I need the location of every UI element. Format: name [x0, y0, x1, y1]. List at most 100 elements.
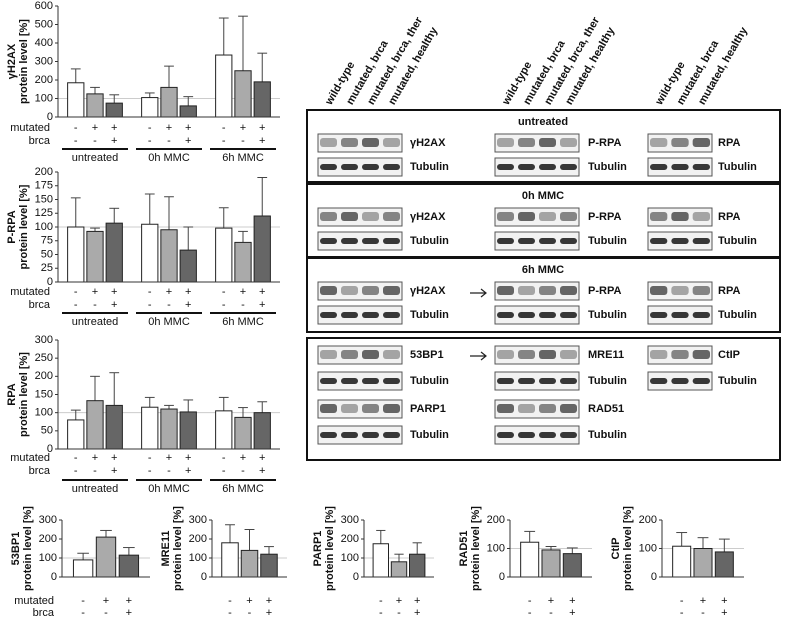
condition-sign: -: [222, 135, 226, 147]
condition-sign: -: [93, 465, 97, 477]
blot-band: [341, 212, 358, 221]
blot-band: [671, 378, 689, 384]
y-tick-label: 0: [499, 571, 505, 583]
blot-band: [497, 350, 514, 359]
condition-sign: -: [379, 607, 383, 619]
blot-band: [497, 286, 514, 295]
bar: [221, 542, 239, 578]
condition-sign: -: [680, 607, 684, 619]
blot-band: [518, 164, 535, 170]
y-axis-title: P-RPA: [6, 210, 18, 243]
blot-band: [518, 212, 535, 221]
blot-band: [650, 138, 668, 147]
condition-sign: +: [92, 452, 98, 464]
row-label: mutated: [10, 122, 50, 134]
blot-band: [383, 404, 400, 413]
condition-sign: +: [259, 299, 265, 311]
bar: [234, 70, 252, 118]
blot-band: [560, 212, 577, 221]
y-axis-label: protein level [%]: [622, 506, 634, 591]
blot-band: [650, 378, 668, 384]
condition-sign: +: [111, 135, 117, 147]
condition-sign: +: [111, 452, 117, 464]
y-tick-label: 50: [41, 248, 53, 260]
y-tick-label: 0: [47, 111, 53, 123]
condition-sign: -: [74, 299, 78, 311]
blot-band: [362, 238, 379, 244]
condition-sign: +: [126, 607, 132, 619]
y-axis-title: 53BP1: [10, 532, 22, 566]
blot-band: [383, 286, 400, 295]
blot-band: [362, 432, 379, 438]
condition-sign: +: [126, 595, 132, 607]
condition-sign: +: [240, 286, 246, 298]
bar: [253, 81, 271, 118]
condition-sign: -: [167, 465, 171, 477]
blot-band: [341, 432, 358, 438]
blot-band: [650, 238, 668, 244]
bar: [240, 549, 259, 578]
bar: [105, 102, 123, 118]
condition-sign: -: [701, 607, 705, 619]
y-axis-title: MRE11: [160, 530, 172, 566]
condition-sign: -: [148, 299, 152, 311]
blot-band: [320, 378, 337, 384]
blot-band: [497, 164, 514, 170]
blot-band: [650, 212, 668, 221]
blot-label: γH2AX: [410, 137, 446, 149]
bar: [215, 227, 233, 283]
blot-band: [341, 312, 358, 318]
row-label: mutated: [10, 452, 50, 464]
bar: [215, 410, 233, 450]
group-label: untreated: [72, 152, 118, 164]
blot-label: 53BP1: [410, 349, 444, 361]
blot-label: P-RPA: [588, 285, 621, 297]
y-tick-label: 100: [639, 542, 657, 554]
condition-sign: -: [104, 607, 108, 619]
blot-band: [362, 286, 379, 295]
condition-sign: -: [528, 595, 532, 607]
blot-band: [539, 350, 556, 359]
blot-strip: [494, 133, 580, 153]
bar: [215, 54, 233, 118]
y-axis-label: protein level [%]: [18, 184, 30, 269]
y-tick-label: 200: [39, 533, 57, 545]
blot-label: Tubulin: [410, 429, 449, 441]
blot-label: Tubulin: [588, 429, 627, 441]
y-tick-label: 200: [639, 514, 657, 526]
condition-sign: -: [148, 452, 152, 464]
condition-sign: +: [259, 286, 265, 298]
blot-label: P-RPA: [588, 137, 621, 149]
blot-label: RAD51: [588, 403, 624, 415]
blot-strip: [494, 281, 580, 301]
blot-band: [383, 378, 400, 384]
y-tick-label: 0: [651, 571, 657, 583]
bar: [179, 249, 197, 283]
blot-strip: [494, 399, 580, 419]
y-tick-label: 100: [35, 221, 53, 233]
bar: [253, 412, 271, 450]
blot-band: [518, 286, 535, 295]
blot-band: [320, 350, 337, 359]
condition-sign: -: [379, 595, 383, 607]
condition-sign: +: [240, 122, 246, 134]
blot-strip: [317, 207, 403, 227]
condition-sign: -: [74, 135, 78, 147]
condition-sign: +: [185, 286, 191, 298]
blot-band: [362, 350, 379, 359]
blot-band: [320, 238, 337, 244]
y-tick-label: 0: [51, 571, 57, 583]
group-label: 6h MMC: [222, 152, 264, 164]
y-tick-label: 300: [341, 514, 359, 526]
condition-sign: +: [240, 452, 246, 464]
condition-sign: -: [222, 452, 226, 464]
blot-band: [362, 404, 379, 413]
y-tick-label: 300: [39, 514, 57, 526]
blot-band: [650, 164, 668, 170]
section-title: 0h MMC: [522, 190, 564, 202]
blot-band: [539, 404, 556, 413]
blot-band: [497, 238, 514, 244]
condition-sign: +: [111, 299, 117, 311]
blot-band: [362, 312, 379, 318]
condition-sign: +: [185, 452, 191, 464]
